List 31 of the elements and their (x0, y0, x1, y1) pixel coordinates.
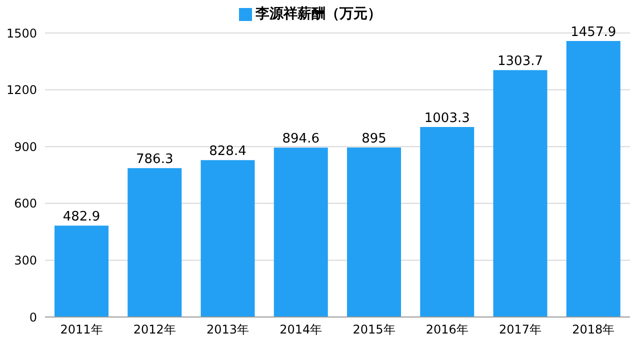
bar (54, 226, 109, 317)
bar (274, 148, 328, 317)
bar (200, 160, 255, 317)
bar (493, 70, 548, 317)
x-tick-label: 2011年 (60, 322, 103, 337)
x-tick-label: 2016年 (426, 322, 468, 337)
y-tick-label: 600 (14, 196, 37, 211)
legend-label: 李源祥薪酬（万元） (256, 6, 382, 22)
bar (420, 127, 474, 317)
x-tick-label: 2014年 (280, 322, 322, 337)
data-label: 1457.9 (570, 24, 616, 40)
x-tick-label: 2015年 (352, 322, 396, 337)
data-label: 786.3 (136, 152, 174, 168)
data-label: 1303.7 (498, 54, 544, 70)
x-tick-label: 2017年 (499, 322, 542, 337)
y-tick-label: 300 (14, 253, 37, 268)
data-label: 1003.3 (424, 111, 470, 126)
data-label: 482.9 (62, 210, 100, 225)
y-tick-label: 1200 (6, 83, 37, 98)
x-tick-label: 2018年 (572, 322, 615, 337)
bar (128, 168, 182, 317)
x-tick-label: 2013年 (206, 322, 250, 337)
x-tick-label: 2012年 (133, 322, 176, 337)
y-tick-label: 900 (14, 140, 37, 154)
data-label: 828.4 (209, 144, 246, 160)
data-label: 895 (362, 132, 386, 147)
y-tick-label: 1500 (6, 26, 37, 40)
y-tick-label: 0 (29, 310, 37, 324)
bar (347, 148, 402, 317)
bar (566, 40, 620, 317)
data-label: 894.6 (282, 132, 320, 147)
